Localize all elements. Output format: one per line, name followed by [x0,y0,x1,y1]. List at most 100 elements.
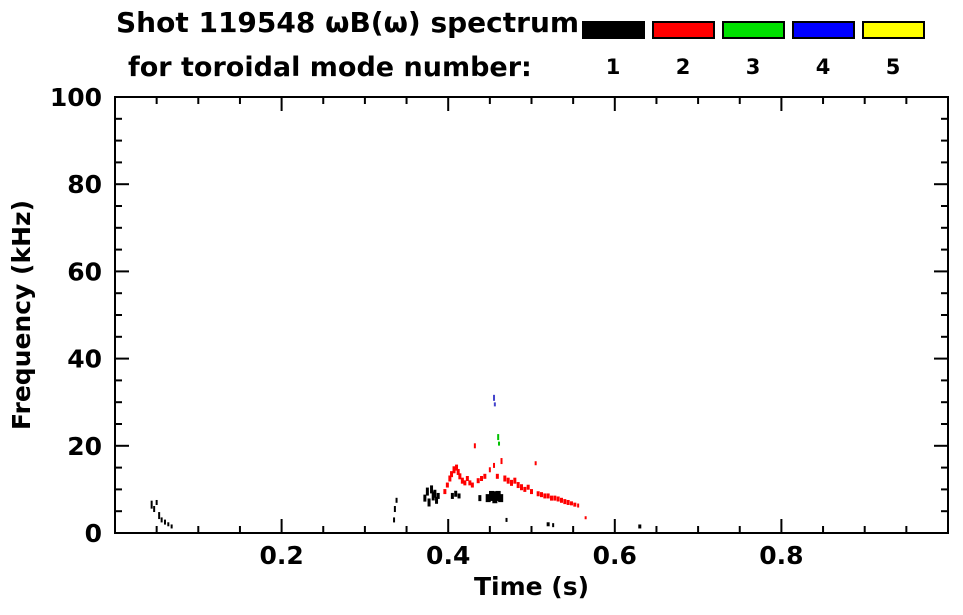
mode-legend: 1 2 3 4 5 [578,21,928,79]
data-point [536,491,540,497]
data-point [488,467,491,473]
data-point [492,491,498,504]
data-point [433,489,437,498]
data-point [500,458,503,465]
data-point [431,491,435,501]
data-point [543,493,547,499]
data-point [505,517,508,522]
data-point [155,499,158,505]
data-point [566,499,570,505]
data-point [498,494,504,503]
data-point [153,506,156,513]
data-point [510,479,514,486]
data-point [559,497,563,503]
data-point [497,434,500,441]
data-point [584,516,587,520]
data-point [454,490,458,497]
y-tick-label: 20 [67,432,102,461]
data-point [150,500,153,509]
data-point [553,495,557,501]
y-tick-label: 60 [67,257,102,286]
plot-border [114,96,949,534]
data-point [478,495,482,502]
data-point [170,524,173,529]
legend-swatch-mode-5 [861,21,925,39]
data-point [468,480,472,486]
data-point [539,492,543,498]
data-point [549,495,553,501]
data-point [470,482,474,488]
legend-label-mode-2: 2 [675,55,691,79]
legend-swatch-mode-3 [721,21,785,39]
data-point [498,441,501,446]
legend-item-mode-4: 4 [788,21,858,79]
data-point [167,522,170,527]
data-point [638,524,642,529]
data-point [425,487,429,496]
data-point [516,482,520,489]
data-point [534,461,537,466]
data-point [435,496,439,504]
data-point [158,512,161,520]
data-point [445,482,449,488]
legend-label-mode-1: 1 [605,55,621,79]
data-point [526,484,530,490]
data-point [452,466,456,474]
data-point [569,501,573,506]
plot-frame [114,96,949,534]
data-point [458,473,462,480]
data-point [546,493,550,499]
data-point [393,517,396,523]
data-point [457,493,461,499]
x-tick-label: 0.8 [759,541,803,570]
data-point [450,471,454,478]
data-point [456,468,460,475]
data-point [463,480,467,486]
data-point [443,489,447,495]
data-point [393,506,396,513]
data-point [495,473,499,479]
data-point [573,502,577,507]
data-point [552,523,555,528]
data-point [476,478,480,484]
data-point [423,494,427,502]
data-point [520,484,524,491]
legend-swatch-mode-1 [581,21,645,39]
chart-subtitle: for toroidal mode number: [128,52,532,83]
data-point [455,464,459,471]
data-point [483,473,487,479]
y-tick-label: 0 [85,519,102,548]
legend-label-mode-4: 4 [815,55,831,79]
legend-label-mode-5: 5 [885,55,901,79]
data-point [493,462,496,468]
x-tick-label: 0.2 [259,541,303,570]
data-point [513,477,517,484]
data-point [436,492,440,499]
data-point [546,522,550,527]
data-point [503,475,507,482]
legend-item-mode-1: 1 [578,21,648,79]
axis-tick-labels: 0.2 0.4 0.6 0.8 0 20 40 60 80 100 [50,83,804,570]
axis-titles: Time (s) Frequency (kHz) [7,200,589,601]
data-point [493,402,496,407]
data-point [530,489,533,495]
y-axis-title: Frequency (kHz) [7,200,36,430]
data-point [577,503,580,508]
data-point [506,477,510,484]
data-point [563,499,567,505]
legend-swatch-mode-4 [791,21,855,39]
data-point [450,492,454,499]
data-point [473,443,476,449]
legend-swatch-mode-2 [651,21,715,39]
y-tick-label: 80 [67,170,102,199]
data-point [523,486,527,492]
legend-item-mode-3: 3 [718,21,788,79]
data-point [395,497,398,503]
data-point [160,517,163,523]
data-point [485,494,491,503]
data-point [480,476,484,481]
data-point [465,476,469,481]
x-axis-title: Time (s) [474,572,589,601]
legend-item-mode-2: 2 [648,21,718,79]
